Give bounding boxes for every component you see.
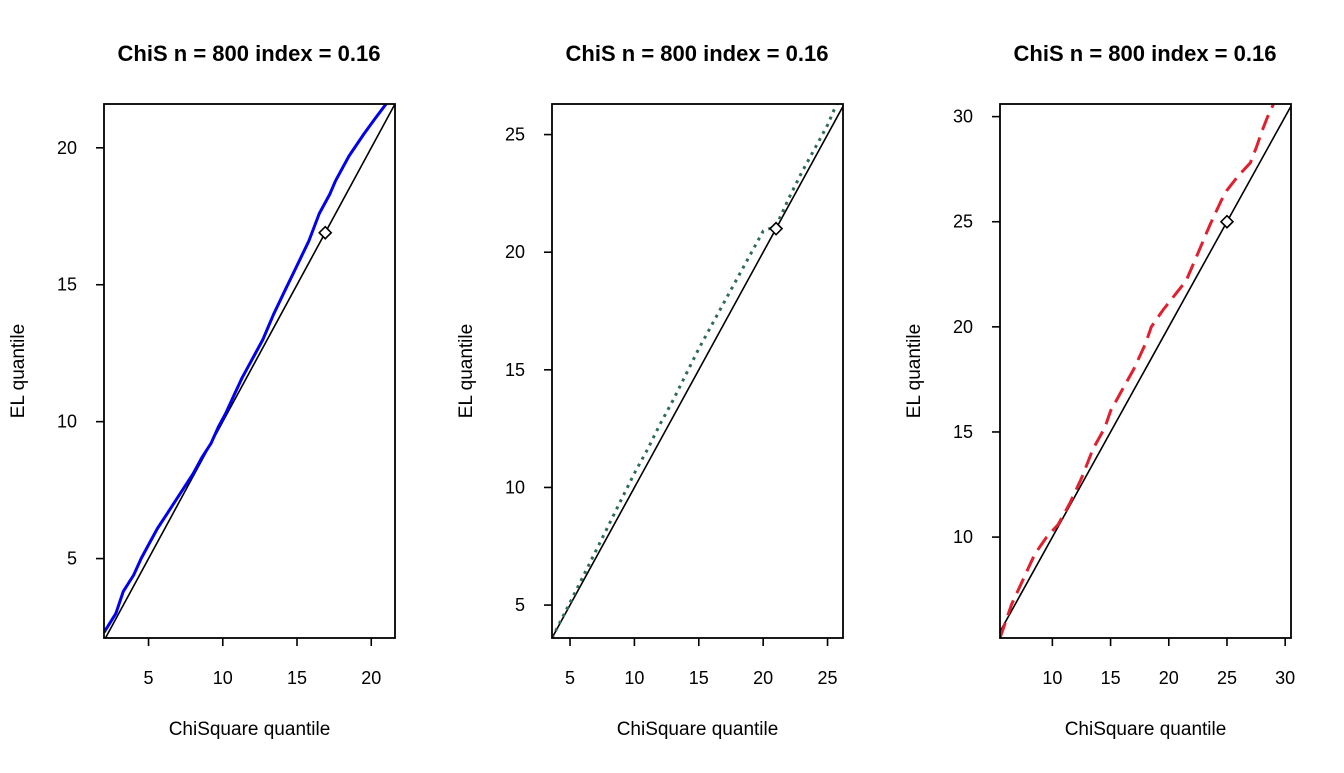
data-series-1 (552, 104, 838, 638)
plot-frame (551, 103, 844, 639)
chart-title: ChiS n = 800 index = 0.16 (118, 41, 381, 66)
y-tick-label: 20 (953, 317, 973, 337)
data-series-1 (1000, 104, 1275, 638)
y-tick-label: 20 (57, 138, 77, 158)
x-tick-label: 20 (361, 668, 381, 688)
y-tick-label: 25 (953, 212, 973, 232)
x-tick-label: 15 (1101, 668, 1121, 688)
y-tick-label: 5 (67, 549, 77, 569)
chart-panel-3: ChiS n = 800 index = 0.16 10 15 20 25 30 10 15 2… (904, 41, 1295, 740)
x-tick-label: 15 (287, 668, 307, 688)
y-tick-label: 25 (505, 125, 525, 145)
x-axis-label: ChiSquare quantile (617, 719, 779, 740)
x-tick-label: 15 (689, 668, 709, 688)
reference-line (1000, 104, 1291, 633)
y-axis-label: EL quantile (456, 324, 477, 418)
y-tick-label: 10 (953, 527, 973, 547)
y-tick-label: 5 (515, 595, 525, 615)
x-tick-label: 10 (624, 668, 644, 688)
x-tick-label: 5 (144, 668, 154, 688)
diamond-marker (768, 221, 784, 236)
y-tick-label: 10 (57, 412, 77, 432)
x-tick-label: 30 (1275, 668, 1295, 688)
x-axis-label: ChiSquare quantile (169, 719, 331, 740)
data-series-1 (104, 104, 388, 634)
plot-frame (999, 103, 1292, 639)
y-tick-label: 15 (953, 422, 973, 442)
diamond-marker (318, 225, 333, 240)
chart-title: ChiS n = 800 index = 0.16 (1014, 41, 1277, 66)
x-tick-label: 10 (1042, 668, 1062, 688)
reference-line (104, 104, 395, 638)
y-axis-label: EL quantile (8, 324, 29, 418)
y-tick-label: 20 (505, 242, 525, 262)
y-tick-label: 10 (505, 477, 525, 497)
y-axis-label: EL quantile (904, 324, 925, 418)
chart-panel-2: ChiS n = 800 index = 0.16 5 10 15 20 25 5 10 15 2… (456, 41, 844, 740)
x-tick-label: 5 (565, 668, 575, 688)
y-tick-label: 15 (505, 360, 525, 380)
plot-frame (103, 103, 396, 639)
reference-line (552, 104, 843, 638)
diamond-marker (1219, 214, 1235, 229)
y-tick-label: 15 (57, 275, 77, 295)
x-tick-label: 25 (1217, 668, 1237, 688)
x-tick-label: 10 (213, 668, 233, 688)
x-tick-label: 20 (753, 668, 773, 688)
chart-panel-1: ChiS n = 800 index = 0.16 5 10 15 20 5 10 15 20 C… (8, 41, 396, 740)
chart-title: ChiS n = 800 index = 0.16 (566, 41, 829, 66)
x-axis-label: ChiSquare quantile (1065, 719, 1227, 740)
x-tick-label: 25 (818, 668, 838, 688)
x-tick-label: 20 (1159, 668, 1179, 688)
y-tick-label: 30 (953, 107, 973, 127)
